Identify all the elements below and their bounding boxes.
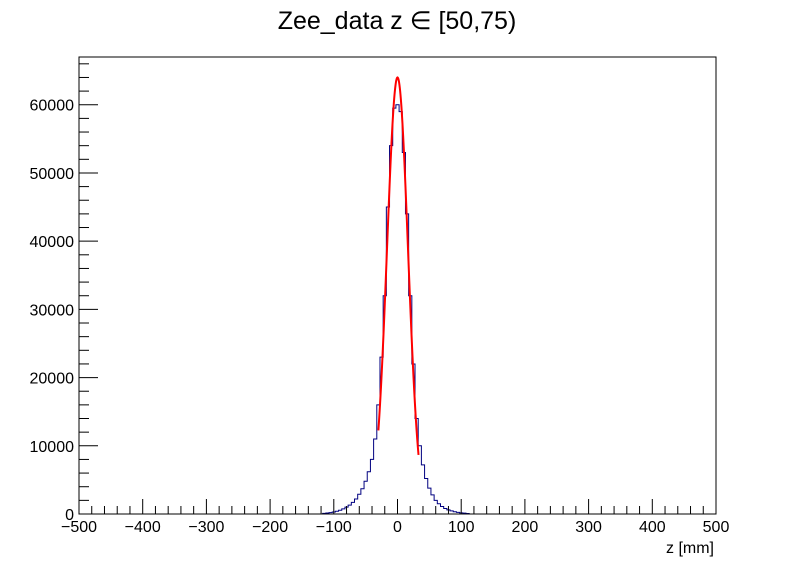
y-axis: 0 10000 20000 30000 40000 50000 60000 <box>30 63 98 524</box>
y-tick-label: 50000 <box>30 166 75 183</box>
x-tick-label: −200 <box>252 519 288 536</box>
histogram-series <box>322 104 470 514</box>
fit-curve-group <box>377 76 420 456</box>
x-tick-label: 200 <box>512 519 539 536</box>
histogram-bin <box>399 112 402 514</box>
x-tick-label: −500 <box>61 519 97 536</box>
histogram-bin <box>393 108 396 514</box>
y-tick-label: 40000 <box>30 234 75 251</box>
x-tick-label: 0 <box>393 519 402 536</box>
x-axis-label: z [mm] <box>666 540 714 557</box>
x-tick-label: 300 <box>575 519 602 536</box>
x-tick-label: −300 <box>188 519 224 536</box>
x-axis: −500 −400 −300 −200 −100 0 100 200 300 400 500 <box>61 499 729 536</box>
x-tick-label: 100 <box>448 519 475 536</box>
y-tick-label: 60000 <box>30 98 75 115</box>
histogram-bin <box>396 105 399 514</box>
x-tick-label: 400 <box>639 519 666 536</box>
y-tick-label: 10000 <box>30 439 75 456</box>
x-tick-label: 500 <box>703 519 730 536</box>
chart-title: Zee_data z ∈ [50,75) <box>278 7 517 35</box>
x-tick-label: −100 <box>316 519 352 536</box>
x-tick-label: −400 <box>125 519 161 536</box>
fit-curve <box>377 76 420 456</box>
y-tick-label: 30000 <box>30 302 75 319</box>
y-tick-label: 20000 <box>30 371 75 388</box>
y-tick-label: 0 <box>65 507 74 524</box>
